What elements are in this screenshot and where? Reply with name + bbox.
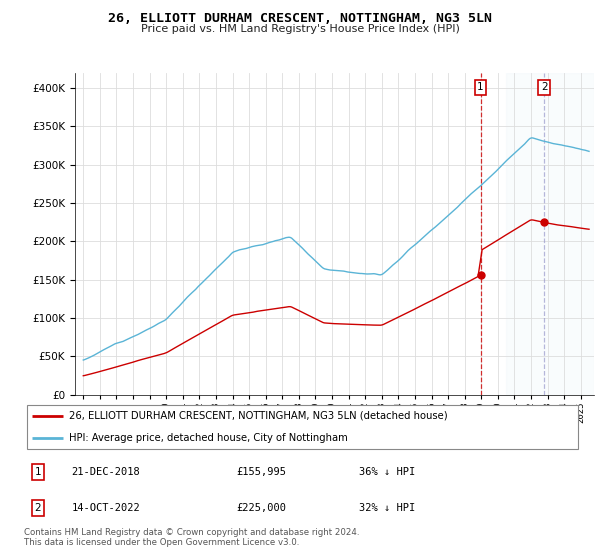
Text: £225,000: £225,000 bbox=[236, 503, 286, 513]
Text: 26, ELLIOTT DURHAM CRESCENT, NOTTINGHAM, NG3 5LN: 26, ELLIOTT DURHAM CRESCENT, NOTTINGHAM,… bbox=[108, 12, 492, 25]
Text: Contains HM Land Registry data © Crown copyright and database right 2024.
This d: Contains HM Land Registry data © Crown c… bbox=[24, 528, 359, 547]
Text: 2: 2 bbox=[541, 82, 547, 92]
Text: 1: 1 bbox=[35, 467, 41, 477]
Text: Price paid vs. HM Land Registry's House Price Index (HPI): Price paid vs. HM Land Registry's House … bbox=[140, 24, 460, 34]
Text: £155,995: £155,995 bbox=[236, 467, 286, 477]
Text: 1: 1 bbox=[477, 82, 484, 92]
FancyBboxPatch shape bbox=[27, 405, 578, 449]
Text: 36% ↓ HPI: 36% ↓ HPI bbox=[359, 467, 415, 477]
Text: 2: 2 bbox=[35, 503, 41, 513]
Text: 26, ELLIOTT DURHAM CRESCENT, NOTTINGHAM, NG3 5LN (detached house): 26, ELLIOTT DURHAM CRESCENT, NOTTINGHAM,… bbox=[68, 410, 447, 421]
Text: 32% ↓ HPI: 32% ↓ HPI bbox=[359, 503, 415, 513]
Text: 14-OCT-2022: 14-OCT-2022 bbox=[71, 503, 140, 513]
Bar bbox=[506, 73, 594, 395]
Text: HPI: Average price, detached house, City of Nottingham: HPI: Average price, detached house, City… bbox=[68, 433, 347, 444]
Text: 21-DEC-2018: 21-DEC-2018 bbox=[71, 467, 140, 477]
